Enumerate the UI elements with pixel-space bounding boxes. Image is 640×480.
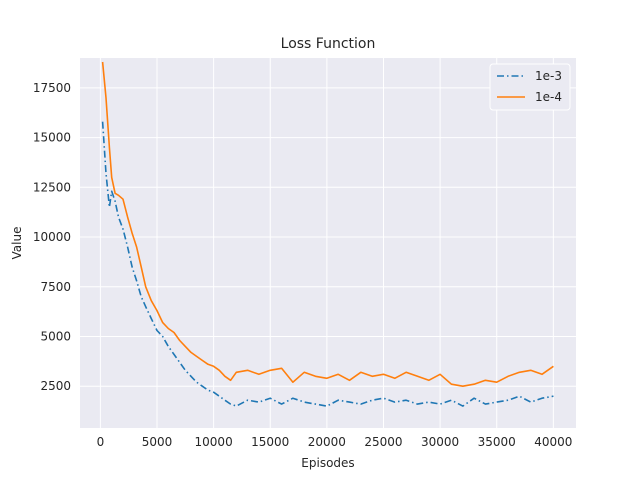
y-tick-label-10000: 10000 xyxy=(33,230,71,244)
y-axis-label: Value xyxy=(10,227,24,260)
y-tick-label-2500: 2500 xyxy=(40,379,71,393)
x-tick-label-20000: 20000 xyxy=(308,435,346,449)
x-tick-labels: 0 5000 10000 15000 20000 25000 30000 35000 40000 xyxy=(97,435,573,449)
x-tick-label-25000: 25000 xyxy=(364,435,402,449)
legend-label-1e-3: 1e-3 xyxy=(535,69,562,83)
y-tick-label-15000: 15000 xyxy=(33,131,71,145)
x-tick-label-0: 0 xyxy=(97,435,105,449)
y-tick-labels: 2500 5000 7500 10000 12500 15000 17500 xyxy=(33,81,71,393)
y-tick-label-7500: 7500 xyxy=(40,280,71,294)
y-tick-label-17500: 17500 xyxy=(33,81,71,95)
series-line-1e-3 xyxy=(101,121,554,407)
y-tick-label-12500: 12500 xyxy=(33,180,71,194)
legend-box xyxy=(489,63,571,111)
chart-title: Loss Function xyxy=(281,36,376,52)
legend-label-1e-4: 1e-4 xyxy=(535,90,562,104)
x-tick-label-30000: 30000 xyxy=(421,435,459,449)
x-tick-label-35000: 35000 xyxy=(478,435,516,449)
x-tick-label-10000: 10000 xyxy=(195,435,233,449)
legend: 1e-3 1e-4 xyxy=(489,63,571,111)
plot-background xyxy=(80,58,576,428)
x-axis-label: Episodes xyxy=(301,456,354,470)
series-layer xyxy=(101,61,554,407)
y-tick-label-5000: 5000 xyxy=(40,329,71,343)
series-line-1e-4 xyxy=(101,61,554,387)
x-tick-label-5000: 5000 xyxy=(142,435,173,449)
x-gridlines xyxy=(99,58,554,428)
x-tick-label-40000: 40000 xyxy=(534,435,572,449)
x-tick-label-15000: 15000 xyxy=(251,435,289,449)
